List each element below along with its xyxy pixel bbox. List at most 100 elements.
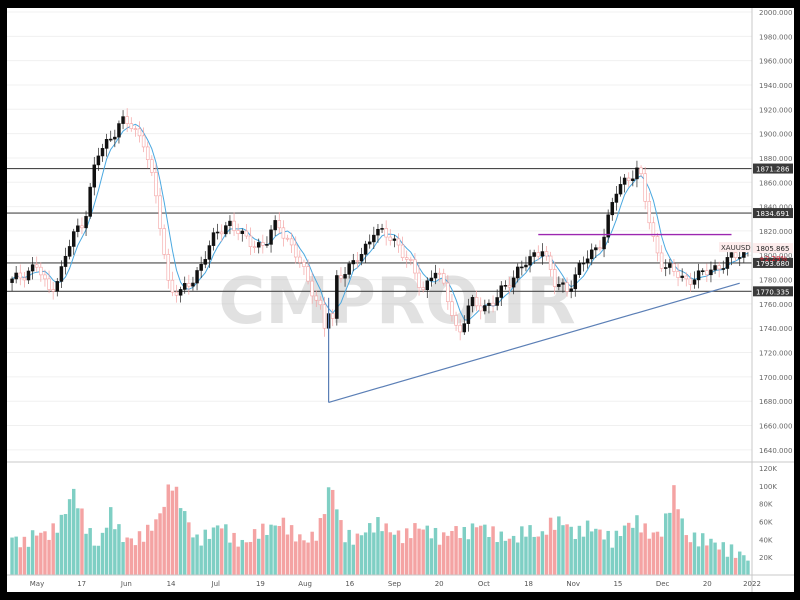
candle-down xyxy=(166,254,171,281)
candle-up xyxy=(113,136,117,140)
candle-up xyxy=(729,252,734,258)
volume-tick-label: 120K xyxy=(759,465,777,473)
candle-down xyxy=(43,274,47,280)
candle-down xyxy=(651,222,656,237)
candle-up xyxy=(631,178,635,181)
candle-up xyxy=(622,177,627,185)
volume-bar xyxy=(14,536,18,575)
candle-down xyxy=(478,305,483,312)
candle-down xyxy=(676,271,680,278)
price-tick-label: 1880.000 xyxy=(759,155,792,163)
candle-down xyxy=(491,302,495,306)
volume-bar xyxy=(158,513,162,575)
volume-bar xyxy=(478,525,483,575)
candle-down xyxy=(396,238,401,246)
volume-bar xyxy=(536,536,541,575)
price-label-box xyxy=(753,208,793,219)
candle-down xyxy=(643,173,647,202)
symbol-tag: XAUUSD xyxy=(721,244,751,252)
volume-bar xyxy=(631,527,635,575)
volume-bar xyxy=(540,531,545,575)
volume-bar xyxy=(76,508,80,575)
candle-up xyxy=(614,193,619,203)
candle-up xyxy=(372,234,376,243)
candle-down xyxy=(421,287,425,291)
candle-down xyxy=(404,257,409,260)
price-tick-label: 1840.000 xyxy=(759,204,792,212)
price-label-box xyxy=(753,243,793,254)
volume-bar xyxy=(232,532,236,575)
candle-down xyxy=(141,135,146,148)
volume-bar xyxy=(108,507,113,575)
volume-bar xyxy=(372,532,376,575)
candle-up xyxy=(635,167,639,180)
candle-up xyxy=(14,272,18,280)
volume-bar xyxy=(487,536,491,575)
volume-bar xyxy=(659,536,664,575)
volume-bar xyxy=(252,529,257,575)
candle-up xyxy=(359,254,364,262)
candle-down xyxy=(158,195,162,229)
volume-bar xyxy=(737,551,742,575)
price-tick-label: 1920.000 xyxy=(759,106,792,114)
price-tick-label: 2000.000 xyxy=(759,9,792,17)
volume-bar xyxy=(228,542,232,575)
volume-bar xyxy=(458,538,462,575)
time-tick-label: 18 xyxy=(524,580,533,588)
symbol-tag-box xyxy=(719,242,751,253)
volume-bar xyxy=(376,517,380,575)
price-label-text: 1805.865 xyxy=(756,245,789,253)
volume-tick-label: 20K xyxy=(759,554,773,562)
volume-bar xyxy=(10,537,14,575)
candle-up xyxy=(589,249,594,260)
candle-up xyxy=(376,228,380,236)
price-label-text: 1770.335 xyxy=(756,288,789,296)
volume-bar xyxy=(174,486,179,575)
volume-bar xyxy=(302,540,306,575)
volume-bar xyxy=(626,522,631,575)
candle-down xyxy=(174,291,179,296)
candle-down xyxy=(133,128,138,130)
candle-up xyxy=(92,164,97,188)
candle-down xyxy=(236,230,240,234)
price-volume-chart[interactable]: CMPRO.IR 2000.0001980.0001960.0001940.00… xyxy=(7,8,794,592)
candle-down xyxy=(655,236,660,254)
price-tick-label: 1960.000 xyxy=(759,58,792,66)
volume-bar xyxy=(676,509,680,575)
candle-down xyxy=(289,238,294,246)
volume-bar xyxy=(215,525,220,575)
volume-bar xyxy=(150,530,154,575)
volume-bar xyxy=(663,513,668,575)
volume-bar xyxy=(310,531,314,575)
volume-bar xyxy=(594,528,598,575)
candle-down xyxy=(536,252,541,257)
candle-down xyxy=(446,282,450,303)
volume-bar xyxy=(236,546,240,575)
candle-down xyxy=(322,304,327,329)
volume-bar xyxy=(318,518,323,575)
candle-up xyxy=(240,230,245,234)
candle-up xyxy=(721,268,726,270)
volume-bar xyxy=(573,538,578,575)
volume-bar xyxy=(610,547,615,575)
time-tick-label: May xyxy=(30,580,44,588)
time-tick-label: 15 xyxy=(613,580,622,588)
candle-up xyxy=(696,270,701,281)
candle-up xyxy=(429,277,434,282)
volume-bar xyxy=(306,542,310,575)
candle-down xyxy=(441,273,446,284)
volume-bar xyxy=(433,527,438,575)
candle-up xyxy=(59,266,64,282)
price-tick-label: 1980.000 xyxy=(759,33,792,41)
time-tick-label: 20 xyxy=(703,580,712,588)
volume-bar xyxy=(100,532,105,575)
candle-down xyxy=(626,177,631,181)
candle-down xyxy=(417,272,421,288)
candle-down xyxy=(285,237,290,240)
volume-bar xyxy=(672,485,676,575)
volume-bar xyxy=(742,555,746,575)
price-label-text: 1871.286 xyxy=(756,166,790,174)
volume-bar xyxy=(187,522,191,575)
volume-bar xyxy=(133,545,138,575)
